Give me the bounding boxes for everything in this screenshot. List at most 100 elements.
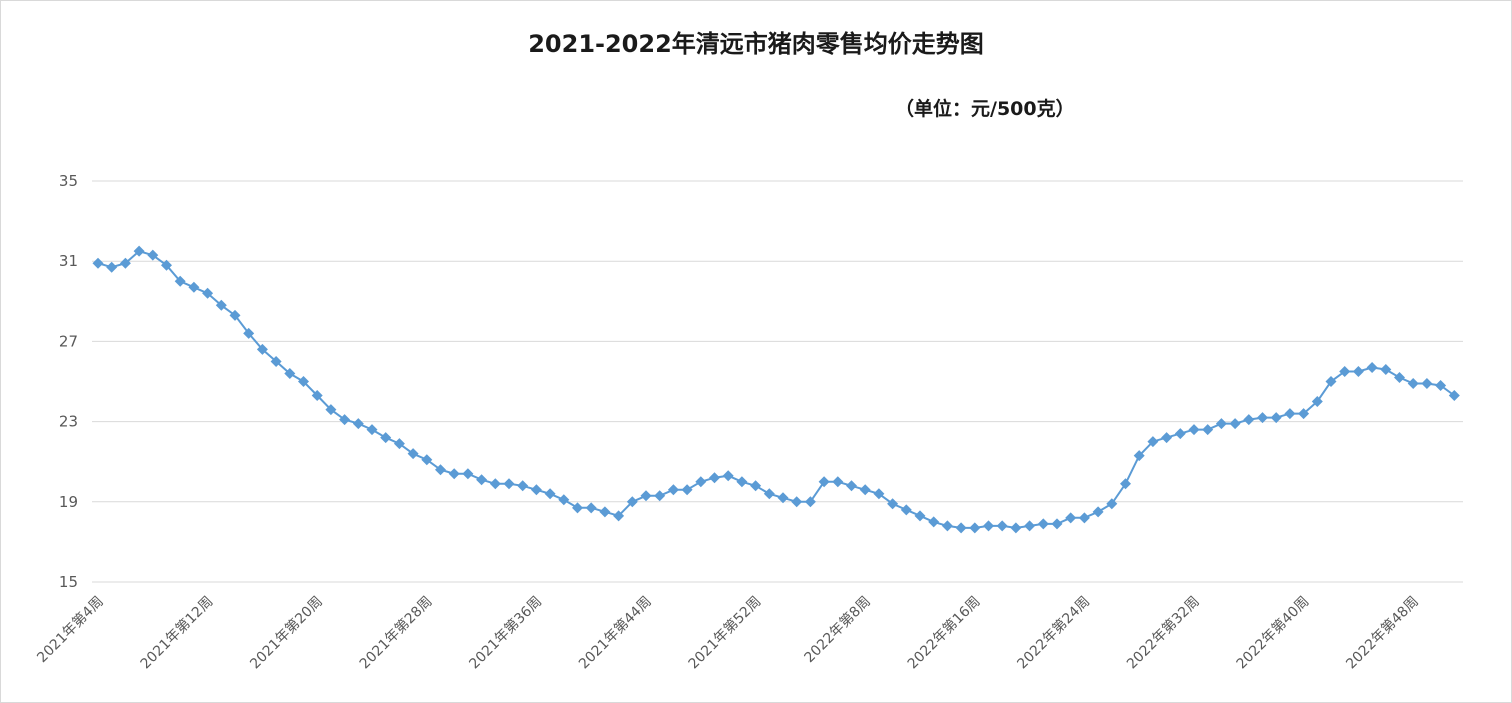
- data-point: [1051, 518, 1063, 530]
- data-point: [1243, 414, 1255, 426]
- data-point: [503, 478, 515, 490]
- series-markers: [92, 245, 1460, 534]
- x-tick-label: 2021年第36周: [466, 593, 546, 673]
- data-point: [791, 496, 803, 508]
- x-tick-label: 2021年第52周: [685, 593, 765, 673]
- data-point: [1270, 412, 1282, 424]
- data-point: [626, 496, 638, 508]
- y-axis: 15 19 23 27 31 35: [59, 172, 78, 591]
- data-point: [462, 468, 474, 480]
- x-tick-label: 2022年第16周: [904, 593, 984, 673]
- x-tick-label: 2021年第12周: [137, 593, 217, 673]
- data-point: [572, 502, 583, 514]
- y-tick-label: 23: [59, 413, 78, 431]
- data-point: [284, 367, 296, 379]
- data-point: [106, 261, 118, 273]
- data-point: [928, 516, 940, 528]
- data-point: [1339, 365, 1351, 377]
- y-tick-label: 31: [59, 252, 78, 270]
- y-tick-label: 15: [59, 573, 78, 591]
- data-point: [1215, 418, 1227, 430]
- data-point: [859, 484, 871, 496]
- x-tick-label: 2022年第48周: [1343, 593, 1423, 673]
- data-point: [996, 520, 1008, 532]
- data-point: [119, 257, 131, 269]
- x-tick-label: 2022年第40周: [1233, 593, 1313, 673]
- data-point: [1078, 512, 1090, 524]
- x-tick-label: 2022年第24周: [1014, 593, 1094, 673]
- data-point: [448, 468, 460, 480]
- data-point: [1161, 432, 1173, 444]
- data-point: [215, 299, 227, 311]
- data-point: [229, 309, 241, 321]
- data-point: [325, 404, 337, 416]
- data-point: [654, 490, 666, 502]
- data-point: [517, 480, 529, 492]
- grid-lines: [92, 180, 1463, 583]
- data-point: [270, 355, 282, 367]
- data-point: [558, 494, 570, 506]
- data-point: [695, 476, 707, 488]
- data-point: [311, 390, 323, 402]
- x-axis: 2021年第4周 2021年第12周 2021年第20周 2021年第28周 2021年…: [34, 593, 1422, 673]
- data-point: [1325, 376, 1337, 387]
- y-tick-label: 27: [59, 332, 78, 350]
- y-tick-label: 35: [59, 172, 78, 190]
- data-point: [1435, 380, 1447, 392]
- data-point: [585, 502, 597, 514]
- data-point: [900, 504, 912, 516]
- data-point: [777, 492, 789, 504]
- x-tick-label: 2021年第28周: [356, 593, 436, 673]
- data-point: [832, 476, 844, 488]
- x-tick-label: 2021年第4周: [34, 593, 107, 666]
- data-point: [1037, 518, 1049, 530]
- data-point: [1407, 378, 1419, 390]
- data-point: [1284, 408, 1296, 420]
- chart-unit-label: （单位：元/500克）: [895, 98, 1075, 120]
- data-point: [393, 438, 405, 450]
- data-point: [435, 464, 446, 476]
- x-tick-label: 2022年第32周: [1123, 593, 1203, 673]
- data-point: [1352, 365, 1364, 377]
- data-point: [243, 327, 255, 339]
- data-point: [681, 484, 693, 496]
- data-point: [174, 275, 186, 287]
- data-point: [640, 490, 652, 502]
- data-point: [380, 432, 392, 444]
- data-point: [763, 488, 775, 500]
- x-tick-label: 2022年第8周: [801, 593, 874, 666]
- data-point: [709, 472, 720, 484]
- data-point: [736, 476, 748, 488]
- data-point: [969, 522, 981, 534]
- data-point: [667, 484, 679, 496]
- series-line-layer: [97, 250, 1455, 529]
- data-point: [133, 245, 145, 257]
- y-tick-label: 19: [59, 493, 78, 511]
- data-point: [1024, 520, 1036, 532]
- data-point: [161, 259, 172, 271]
- data-point: [983, 520, 994, 532]
- data-point: [873, 488, 885, 500]
- data-point: [92, 257, 104, 269]
- data-point: [256, 343, 268, 355]
- data-point: [955, 522, 967, 534]
- data-point: [188, 281, 200, 293]
- data-point: [202, 287, 214, 299]
- x-tick-label: 2021年第20周: [247, 593, 327, 673]
- data-point: [544, 488, 556, 500]
- data-point: [722, 470, 734, 482]
- data-point: [750, 480, 762, 492]
- data-point: [1257, 412, 1268, 424]
- series-line: [97, 250, 1455, 529]
- data-point: [1394, 371, 1405, 383]
- data-point: [1147, 436, 1159, 448]
- data-point: [352, 418, 364, 430]
- data-point: [1092, 506, 1104, 518]
- data-point: [846, 480, 857, 492]
- data-point: [421, 454, 433, 466]
- data-point: [476, 474, 488, 486]
- data-point: [1366, 361, 1378, 373]
- data-point: [804, 496, 816, 508]
